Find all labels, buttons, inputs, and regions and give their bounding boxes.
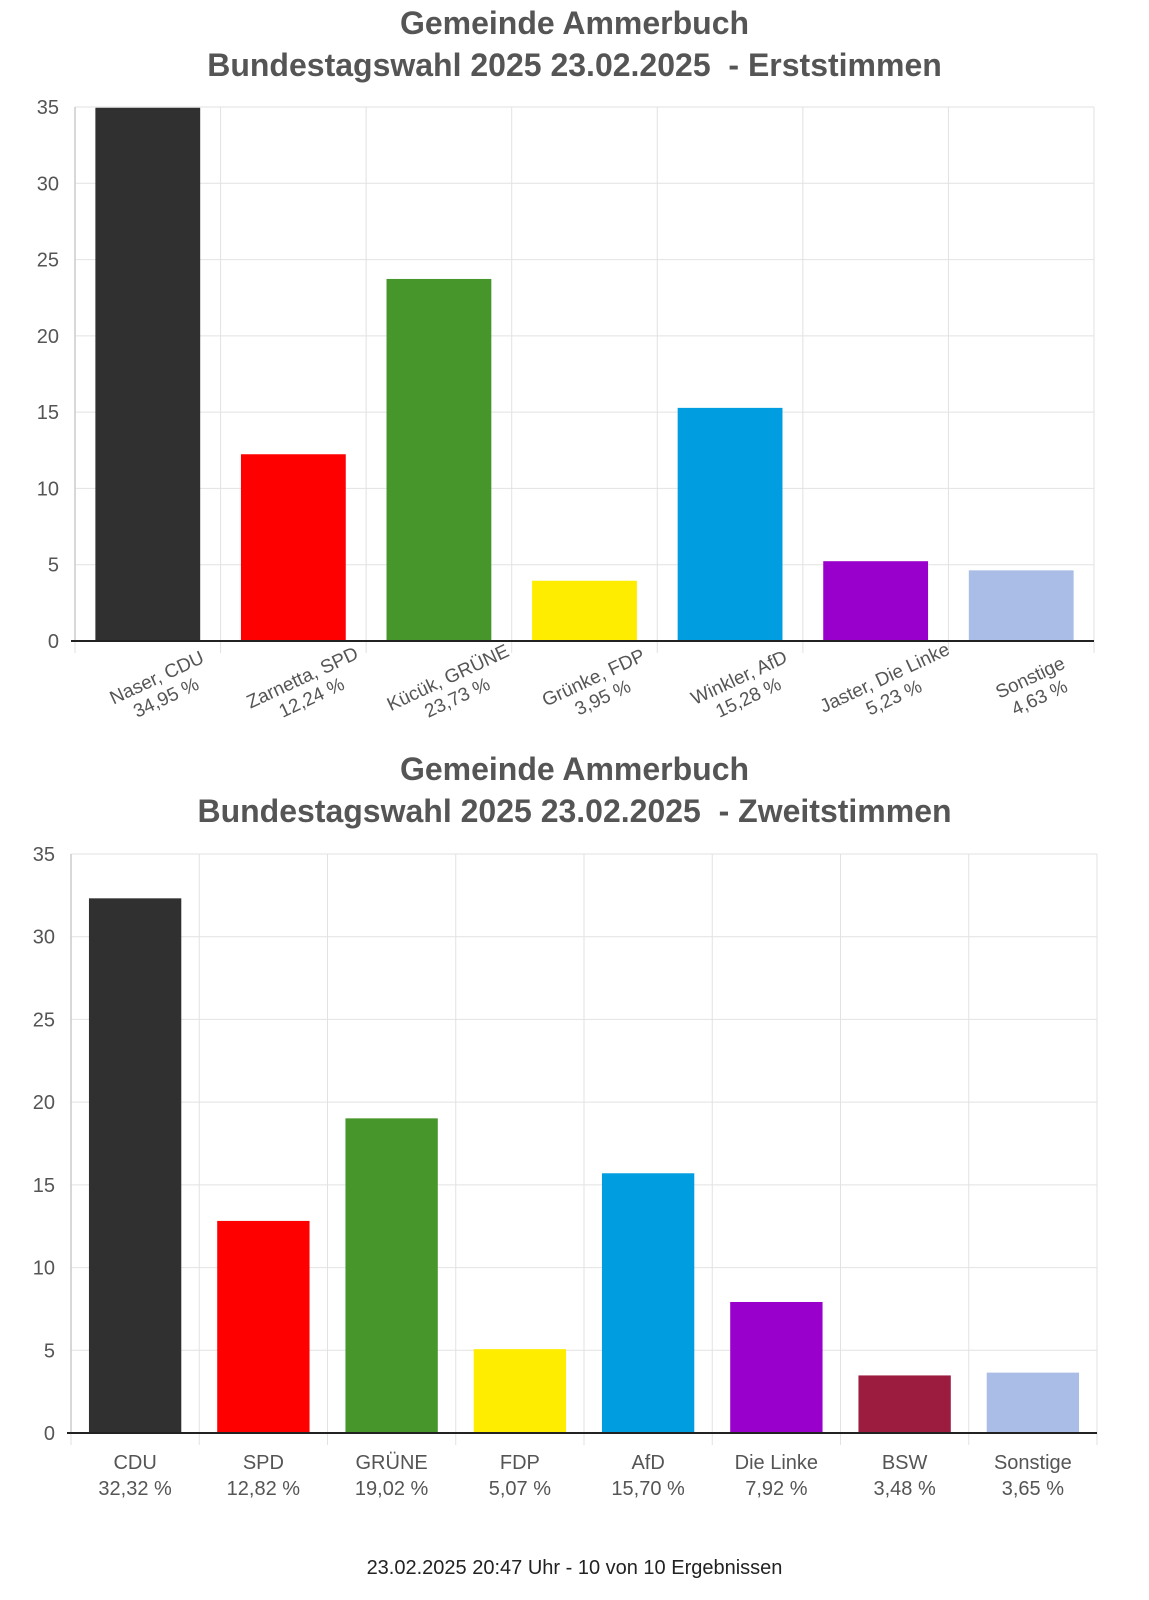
- chart-1-erststimmen: 0 5 10 15 20 25 30 35 Naser, CDU34,95 % Zarnetta,…: [37, 97, 1095, 737]
- chart-2-bar: [986, 1372, 1080, 1433]
- chart-2-value-label: 3,65 %: [1002, 1478, 1064, 1500]
- chart-2-y-tick-label: 5: [44, 1340, 55, 1362]
- chart-2-bar: [601, 1173, 695, 1433]
- chart-1-y-tick-label: 0: [48, 631, 59, 653]
- chart-1-bar: [823, 561, 929, 641]
- chart-1-y-tick-label: 5: [48, 555, 59, 577]
- chart-2-category-label: SPD: [243, 1452, 284, 1474]
- chart-2-value-label: 19,02 %: [355, 1478, 429, 1500]
- chart-2-category-label: GRÜNE: [356, 1452, 428, 1474]
- chart-2-y-tick-label: 0: [44, 1423, 55, 1445]
- chart-2-y-tick-label: 35: [33, 844, 55, 866]
- chart-1-y-tick-label: 30: [37, 173, 59, 195]
- chart-1-title: Gemeinde Ammerbuch Bundestagswahl 2025 2…: [0, 2, 1149, 86]
- chart-2-y-tick-label: 25: [33, 1009, 55, 1031]
- chart-1-x-tick-label: Naser, CDU34,95 %: [107, 647, 217, 729]
- chart-1-bar: [677, 407, 783, 641]
- chart-2-value-label: 15,70 %: [611, 1478, 685, 1500]
- chart-2-bar: [473, 1349, 567, 1433]
- chart-1-title-line2: Bundestagswahl 2025 23.02.2025 - Erststi…: [207, 47, 942, 83]
- chart-2-bar: [345, 1118, 438, 1433]
- chart-1-x-tick-label: Zarnetta, SPD12,24 %: [244, 643, 371, 733]
- chart-2-bar: [858, 1375, 951, 1433]
- chart-2-value-label: 5,07 %: [489, 1478, 551, 1500]
- chart-1-x-tick-label: Jaster, Die Linke5,23 %: [817, 639, 962, 737]
- chart-2-value-label: 7,92 %: [745, 1478, 807, 1500]
- chart-1-bar: [386, 278, 492, 641]
- chart-2-category-label: CDU: [113, 1452, 156, 1474]
- chart-1-x-tick-label: Kücük, GRÜNE23,73 %: [384, 641, 522, 736]
- chart-2-category-label: Die Linke: [735, 1452, 818, 1474]
- chart-2-y-tick-label: 20: [33, 1092, 55, 1114]
- chart-1-bar: [532, 580, 637, 641]
- chart-2-value-label: 32,32 %: [98, 1478, 172, 1500]
- chart-2-y-tick-label: 30: [33, 927, 55, 949]
- chart-1-x-tick-label: Winkler, AfD15,28 %: [688, 647, 800, 730]
- chart-2-zweitstimmen: 0 5 10 15 20 25 30 35 CDU 32,32 % SPD 12,82 % GRÜNE 1…: [33, 844, 1098, 1500]
- chart-2-title-line1: Gemeinde Ammerbuch: [399, 751, 750, 787]
- chart-1-bar: [240, 454, 346, 641]
- chart-2-bar: [730, 1301, 823, 1433]
- chart-1-y-tick-label: 25: [37, 250, 59, 272]
- chart-1-x-tick-label: Sonstige4,63 %: [993, 653, 1078, 723]
- footer-timestamp: 23.02.2025 20:47 Uhr - 10 von 10 Ergebni…: [366, 1557, 783, 1579]
- chart-2-bar: [217, 1220, 310, 1433]
- chart-1-x-tick-label: Grünke, FDP3,95 %: [539, 645, 658, 731]
- chart-2-value-label: 12,82 %: [227, 1478, 301, 1500]
- chart-2-category-label: FDP: [500, 1452, 540, 1474]
- chart-2-category-label: AfD: [631, 1452, 664, 1474]
- chart-2-bar: [88, 898, 182, 1433]
- chart-2-y-tick-label: 15: [33, 1175, 55, 1197]
- chart-1-bar: [95, 107, 201, 641]
- chart-2-category-label: Sonstige: [994, 1452, 1072, 1474]
- chart-1-y-tick-label: 15: [37, 402, 59, 424]
- chart-1-bar: [968, 570, 1074, 641]
- chart-1-y-tick-label: 20: [37, 326, 59, 348]
- chart-1-title-line1: Gemeinde Ammerbuch: [399, 5, 750, 41]
- chart-2-value-label: 3,48 %: [873, 1478, 935, 1500]
- chart-1-y-tick-label: 10: [37, 478, 59, 500]
- chart-2-category-label: BSW: [882, 1452, 928, 1474]
- chart-1-y-tick-label: 35: [37, 97, 59, 119]
- chart-2-y-tick-label: 10: [33, 1258, 55, 1280]
- chart-2-title: Gemeinde Ammerbuch Bundestagswahl 2025 2…: [0, 748, 1149, 832]
- chart-2-title-line2: Bundestagswahl 2025 23.02.2025 - Zweitst…: [197, 793, 952, 829]
